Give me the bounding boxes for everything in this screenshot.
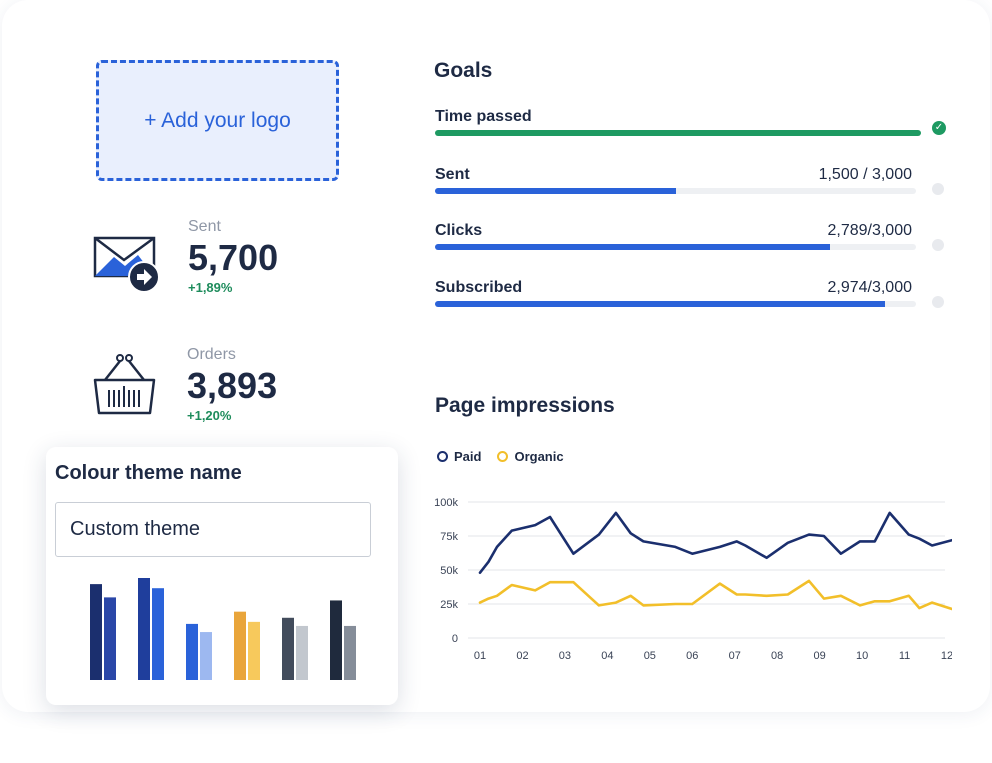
mail-send-icon: [92, 235, 164, 297]
y-tick-label: 100k: [434, 497, 458, 509]
legend-item-paid[interactable]: Paid: [437, 449, 481, 464]
circle-icon: [497, 451, 509, 462]
swatch-bar-light: [248, 621, 260, 680]
goal-progress-bar: [435, 301, 916, 307]
y-tick-label: 75k: [440, 531, 458, 543]
status-dot-icon: [932, 239, 944, 251]
goal-subscribed: Subscribed 2,974/3,000: [435, 279, 945, 319]
page-impressions-title: Page impressions: [435, 394, 615, 417]
goal-progress-fill: [435, 244, 831, 250]
goal-label: Sent: [435, 166, 470, 183]
goal-progress-fill: [435, 301, 885, 307]
goal-progress-bar: [435, 130, 921, 136]
theme-name-input[interactable]: [55, 502, 371, 557]
x-tick-label: 05: [644, 650, 656, 662]
swatch-bar-light: [104, 597, 116, 680]
colour-theme-title: Colour theme name: [55, 462, 242, 484]
y-tick-label: 25k: [440, 599, 458, 611]
x-tick-label: 02: [516, 650, 528, 662]
legend-label: Paid: [454, 449, 482, 464]
y-tick-label: 0: [452, 633, 458, 645]
x-tick-label: 10: [856, 650, 868, 662]
colour-theme-panel: Colour theme name: [46, 447, 398, 705]
goals-title: Goals: [434, 59, 493, 82]
x-tick-label: 09: [814, 650, 826, 662]
goal-progress-fill: [435, 130, 921, 136]
series-line-organic: [478, 579, 952, 611]
goal-progress-bar: [435, 244, 916, 250]
series-line-paid: [478, 511, 952, 574]
x-tick-label: 12: [941, 650, 952, 662]
goal-label: Clicks: [435, 222, 483, 239]
x-tick-label: 07: [729, 650, 741, 662]
x-tick-label: 06: [686, 650, 698, 662]
kpi-sent: Sent 5,700 +1,89%: [188, 218, 278, 295]
page-impressions-chart: 0 25k 50k 75k 100k 01 02 03 04 05 06 07 08 09 10 11 12: [434, 497, 952, 662]
theme-colour-swatches: [90, 578, 356, 680]
swatch-bar-light: [344, 625, 356, 680]
goal-clicks: Clicks 2,789/3,000: [435, 222, 945, 262]
kpi-orders-value: 3,893: [187, 365, 278, 406]
goal-value: 2,974/3,000: [827, 279, 912, 296]
swatch-bar-light: [200, 632, 212, 680]
circle-icon: [437, 451, 448, 462]
kpi-sent-value: 5,700: [188, 237, 279, 278]
kpi-orders-delta: +1,20%: [187, 408, 232, 423]
goal-time-passed: Time passed ✓: [435, 108, 946, 148]
goal-value: 1,500 / 3,000: [818, 166, 912, 183]
swatch-bar-dark: [330, 600, 342, 680]
swatch-bar-dark: [234, 611, 246, 680]
add-logo-label: + Add your logo: [144, 108, 291, 132]
status-dot-icon: [932, 296, 944, 308]
legend-label: Organic: [514, 449, 564, 464]
x-tick-label: 01: [474, 650, 486, 662]
x-tick-label: 03: [559, 650, 571, 662]
x-tick-label: 08: [771, 650, 783, 662]
x-tick-label: 11: [899, 650, 910, 662]
goal-progress-bar: [435, 188, 916, 194]
shopping-basket-icon: [92, 352, 158, 418]
kpi-sent-delta: +1,89%: [188, 280, 233, 295]
y-tick-label: 50k: [440, 565, 458, 577]
legend-item-organic[interactable]: Organic: [497, 449, 564, 464]
kpi-sent-label: Sent: [188, 218, 221, 235]
check-icon: ✓: [932, 121, 946, 135]
swatch-bar-dark: [186, 623, 198, 680]
swatch-bar-dark: [90, 584, 102, 680]
goal-label: Subscribed: [435, 279, 523, 296]
swatch-bar-light: [152, 588, 164, 680]
swatch-bar-dark: [282, 617, 294, 680]
goal-label: Time passed: [435, 108, 532, 125]
goal-value: 2,789/3,000: [827, 222, 912, 239]
kpi-orders-label: Orders: [187, 346, 236, 363]
x-tick-label: 04: [601, 650, 613, 662]
swatch-bar-light: [296, 625, 308, 680]
goal-progress-fill: [435, 188, 676, 194]
kpi-orders: Orders 3,893 +1,20%: [187, 346, 277, 423]
goal-sent: Sent 1,500 / 3,000: [435, 166, 945, 206]
chart-legend: Paid Organic: [437, 449, 564, 464]
status-dot-icon: [932, 183, 944, 195]
swatch-bar-dark: [138, 578, 150, 680]
add-logo-button[interactable]: + Add your logo: [96, 60, 339, 181]
